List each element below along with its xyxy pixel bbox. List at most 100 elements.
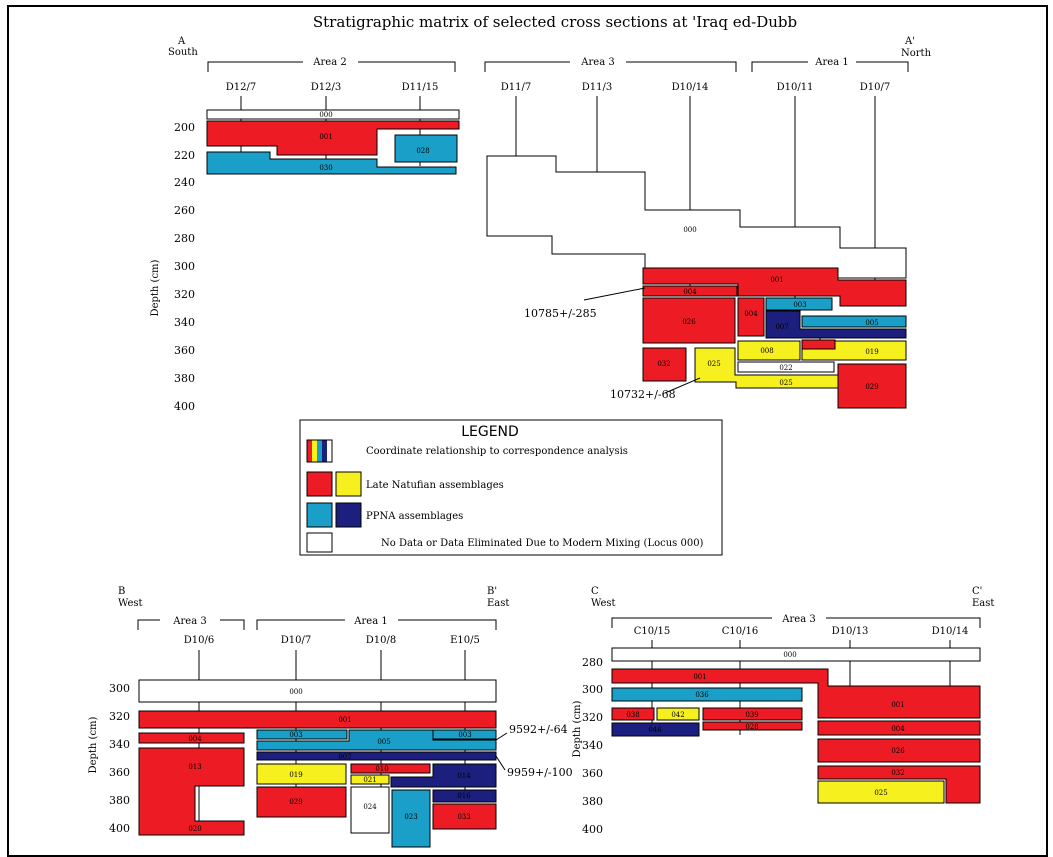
locus-label: 001 [891, 701, 904, 709]
section-a-area-brackets [207, 61, 909, 72]
depth-tick: 320 [174, 288, 195, 301]
locus-block [765, 297, 833, 311]
locus-label: 004 [891, 725, 905, 733]
depth-tick: 240 [174, 176, 195, 189]
section-b-left-direction: West [118, 598, 143, 609]
depth-tick: 320 [109, 710, 130, 723]
locus-label: 038 [626, 711, 639, 719]
locus-label: 016 [457, 792, 471, 800]
depth-tick: 380 [174, 372, 195, 385]
section-b-area-3: Area 3 [172, 616, 206, 627]
column-label: D11/3 [582, 82, 612, 93]
section-c-left-letter: C [591, 586, 599, 597]
section-c-left-direction: West [591, 598, 616, 609]
locus-block [817, 720, 981, 736]
locus-label: 007 [338, 753, 351, 761]
section-a-depth-axis-label: Depth (cm) [150, 259, 161, 316]
locus-block [702, 721, 803, 731]
locus-block [737, 361, 835, 373]
locus-label: 005 [377, 738, 390, 746]
section-a-right-letter: A' [904, 36, 915, 47]
column-label: D10/14 [932, 626, 969, 637]
depth-tick: 280 [582, 656, 603, 669]
locus-block [138, 710, 497, 729]
date-leader-line [495, 755, 506, 771]
depth-tick: 400 [109, 822, 130, 835]
locus-block [611, 647, 981, 662]
depth-tick: 300 [174, 260, 195, 273]
locus-label: 004 [683, 288, 697, 296]
section-c-right-direction: East [972, 598, 994, 609]
section-a-right-direction: North [901, 48, 932, 59]
legend-swatch-cyan [306, 502, 333, 528]
section-b-left-letter: B [118, 586, 125, 597]
legend-heading: LEGEND [461, 424, 519, 440]
locus-label: 025 [779, 379, 792, 387]
legend-item: Coordinate relationship to correspondenc… [366, 446, 628, 457]
depth-tick: 380 [582, 795, 603, 808]
date-label: 10732+/-68 [610, 388, 676, 401]
locus-label: 025 [707, 360, 720, 368]
locus-block [206, 120, 460, 156]
depth-tick: 360 [109, 766, 130, 779]
locus-label: 001 [338, 716, 351, 724]
depth-tick: 300 [109, 682, 130, 695]
locus-label: 033 [457, 813, 470, 821]
locus-label: 028 [745, 723, 758, 731]
locus-label: 005 [865, 319, 878, 327]
locus-block [432, 803, 497, 830]
locus-label: 014 [457, 772, 471, 780]
locus-label: 013 [188, 763, 201, 771]
depth-tick: 280 [174, 232, 195, 245]
locus-block [138, 747, 245, 836]
column-label: D12/7 [226, 82, 256, 93]
locus-label: 019 [289, 771, 302, 779]
section-b-right-direction: East [487, 598, 509, 609]
locus-label: 008 [760, 347, 773, 355]
column-label: D10/8 [366, 635, 396, 646]
locus-block [256, 729, 497, 751]
section-c-depth-axis-label: Depth (cm) [572, 700, 583, 757]
locus-label: 000 [783, 651, 796, 659]
column-label: D11/7 [501, 82, 531, 93]
locus-block [138, 679, 497, 703]
locus-label: 004 [188, 735, 202, 743]
date-leader-line [664, 377, 701, 394]
column-label: D10/6 [184, 635, 214, 646]
section-a-area-1: Area 1 [814, 57, 848, 68]
section-c-area-3: Area 3 [781, 614, 815, 625]
column-label: D11/15 [402, 82, 439, 93]
locus-block [350, 763, 431, 774]
locus-block [256, 763, 347, 785]
locus-label: 020 [188, 825, 201, 833]
section-b-depth-axis-label: Depth (cm) [88, 716, 99, 773]
locus-label: 042 [671, 711, 684, 719]
column-label: D10/7 [860, 82, 890, 93]
locus-label: 003 [289, 731, 302, 739]
depth-tick: 340 [109, 738, 130, 751]
locus-block [391, 789, 431, 848]
locus-block [642, 347, 687, 382]
locus-block [256, 751, 497, 761]
depth-tick: 400 [582, 823, 603, 836]
date-label: 9959+/-100 [507, 766, 573, 779]
depth-tick: 300 [582, 683, 603, 696]
legend-item: Late Natufian assemblages [366, 480, 504, 491]
locus-block [656, 707, 700, 721]
locus-block [642, 297, 736, 344]
locus-block [256, 786, 347, 818]
locus-block [206, 109, 460, 120]
locus-label: 030 [319, 164, 332, 172]
locus-label: 026 [682, 318, 696, 326]
locus-block [642, 267, 907, 307]
depth-tick: 400 [174, 400, 195, 413]
locus-block [702, 707, 803, 721]
locus-block [611, 687, 803, 702]
locus-block [817, 780, 945, 804]
depth-tick: 380 [109, 794, 130, 807]
column-label: E10/5 [450, 635, 480, 646]
locus-block [432, 729, 497, 740]
locus-block [611, 668, 981, 719]
section-a-depth-ticks: 200 220 240 260 280 300 320 340 360 380 … [174, 121, 195, 413]
locus-block [611, 722, 700, 737]
